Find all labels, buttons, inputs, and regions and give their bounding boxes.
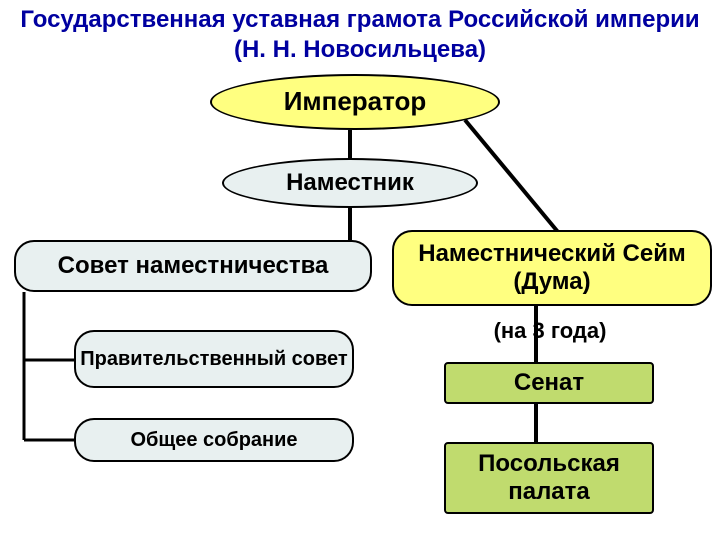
node-senat: Сенат xyxy=(444,362,654,404)
node-emperor: Император xyxy=(210,74,500,130)
page-title-line2: (Н. Н. Новосильцева) xyxy=(0,36,720,64)
node-obshee: Общее собрание xyxy=(74,418,354,462)
node-label: Совет наместничества xyxy=(58,252,329,280)
node-label: Общее собрание xyxy=(130,429,297,452)
node-label: Наместник xyxy=(286,169,414,197)
node-label: Посольская палата xyxy=(446,450,652,505)
connector xyxy=(465,120,558,232)
node-seim: Наместнический Сейм (Дума) xyxy=(392,230,712,306)
node-label: (на 3 года) xyxy=(494,318,607,343)
node-label: Правительственный совет xyxy=(80,348,347,371)
node-namestnik: Наместник xyxy=(222,158,478,208)
node-sovet_nam: Совет наместничества xyxy=(14,240,372,292)
node-three_years: (на 3 года) xyxy=(440,316,660,346)
page-title-line1: Государственная уставная грамота Российс… xyxy=(0,6,720,34)
node-label: Наместнический Сейм (Дума) xyxy=(394,240,710,295)
node-label: Сенат xyxy=(514,369,584,397)
node-pravsovet: Правительственный совет xyxy=(74,330,354,388)
node-label: Император xyxy=(284,87,427,117)
node-posolskaya: Посольская палата xyxy=(444,442,654,514)
